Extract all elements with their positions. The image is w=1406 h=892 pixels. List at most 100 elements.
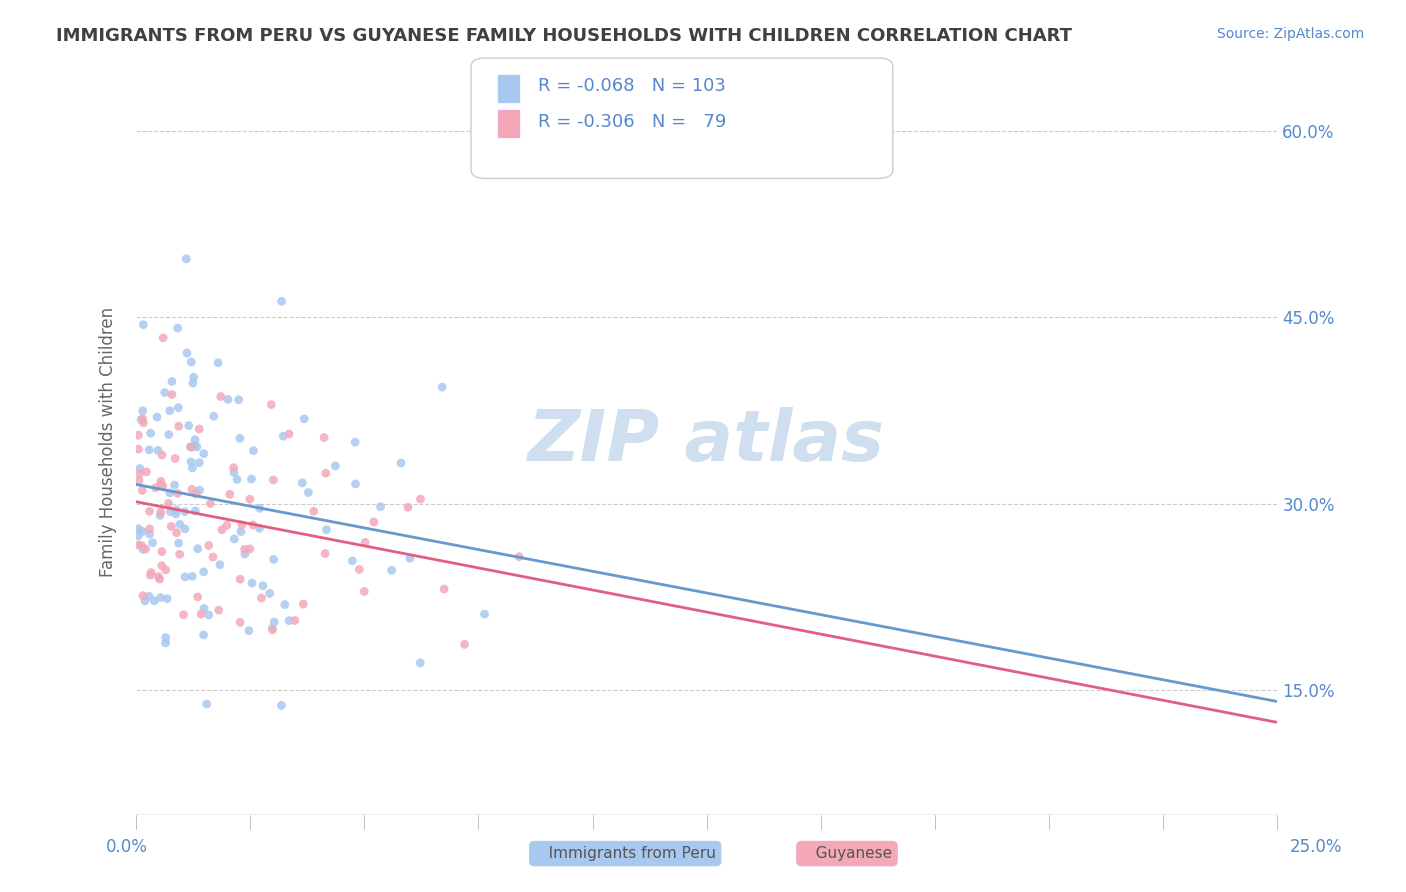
Point [187, 590, 209, 604]
Text: IMMIGRANTS FROM PERU VS GUYANESE FAMILY HOUSEHOLDS WITH CHILDREN CORRELATION CHA: IMMIGRANTS FROM PERU VS GUYANESE FAMILY … [56, 27, 1073, 45]
Point [152, 479, 174, 493]
Point [396, 500, 419, 515]
Point [148, 572, 170, 586]
Point [184, 487, 207, 501]
Point [188, 456, 211, 470]
Text: 25.0%: 25.0% [1291, 838, 1343, 855]
Point [165, 503, 187, 517]
Point [233, 542, 256, 557]
Point [259, 586, 281, 600]
Point [160, 375, 183, 389]
Point [228, 392, 250, 407]
Point [174, 570, 197, 584]
Text: R = -0.068   N = 103: R = -0.068 N = 103 [538, 77, 727, 95]
Point [201, 549, 224, 564]
Point [222, 460, 245, 475]
Point [128, 467, 150, 481]
Point [238, 624, 260, 638]
Point [184, 433, 207, 447]
Point [180, 441, 202, 455]
Point [342, 554, 364, 568]
Point [197, 607, 219, 622]
Point [173, 607, 195, 622]
Point [129, 413, 152, 427]
Text: 0.0%: 0.0% [105, 838, 148, 855]
Point [315, 523, 337, 537]
Point [239, 541, 262, 556]
Point [153, 385, 176, 400]
Point [202, 409, 225, 424]
Point [229, 524, 252, 539]
Point [131, 403, 153, 417]
Point [292, 412, 315, 426]
Point [150, 558, 173, 573]
Point [270, 294, 292, 309]
Point [128, 474, 150, 488]
Point [143, 594, 166, 608]
Point [240, 576, 263, 591]
Point [297, 485, 319, 500]
Point [242, 443, 264, 458]
Point [181, 483, 204, 497]
Point [150, 448, 173, 462]
Point [325, 458, 347, 473]
Point [142, 535, 165, 549]
Point [183, 370, 205, 384]
Point [174, 522, 197, 536]
Point [181, 569, 204, 583]
Point [188, 483, 211, 497]
Point [127, 522, 149, 536]
Point [249, 501, 271, 516]
Point [149, 475, 172, 489]
Point [186, 440, 208, 454]
Point [260, 398, 283, 412]
Point [430, 380, 453, 394]
Point [167, 536, 190, 550]
Point [127, 428, 149, 442]
Point [134, 594, 156, 608]
Point [226, 473, 249, 487]
Text: Guyanese: Guyanese [801, 847, 893, 861]
Point [149, 505, 172, 519]
Point [284, 614, 307, 628]
Point [139, 566, 162, 580]
Point [292, 597, 315, 611]
Point [169, 517, 191, 532]
Text: Immigrants from Peru: Immigrants from Peru [534, 847, 716, 861]
Point [138, 590, 160, 604]
Point [274, 598, 297, 612]
Point [370, 500, 392, 514]
Point [184, 504, 207, 518]
Point [242, 518, 264, 533]
Point [239, 492, 262, 507]
Point [231, 517, 253, 532]
Point [315, 467, 337, 481]
Point [249, 521, 271, 535]
Point [409, 492, 432, 507]
Text: Source: ZipAtlas.com: Source: ZipAtlas.com [1216, 27, 1364, 41]
Point [208, 603, 231, 617]
Point [409, 656, 432, 670]
Point [389, 456, 412, 470]
Point [138, 442, 160, 457]
Point [200, 496, 222, 510]
Point [209, 390, 232, 404]
Point [176, 346, 198, 360]
Point [222, 466, 245, 480]
Point [157, 496, 180, 510]
Point [166, 486, 188, 500]
Point [131, 539, 153, 553]
Point [146, 443, 169, 458]
Point [148, 569, 170, 583]
Point [173, 505, 195, 519]
Point [131, 524, 153, 539]
Point [193, 601, 215, 615]
Point [381, 563, 404, 577]
Point [156, 591, 179, 606]
Point [508, 549, 530, 564]
Point [270, 698, 292, 713]
Point [263, 552, 285, 566]
Point [149, 508, 172, 523]
Point [146, 410, 169, 425]
Point [262, 621, 284, 635]
